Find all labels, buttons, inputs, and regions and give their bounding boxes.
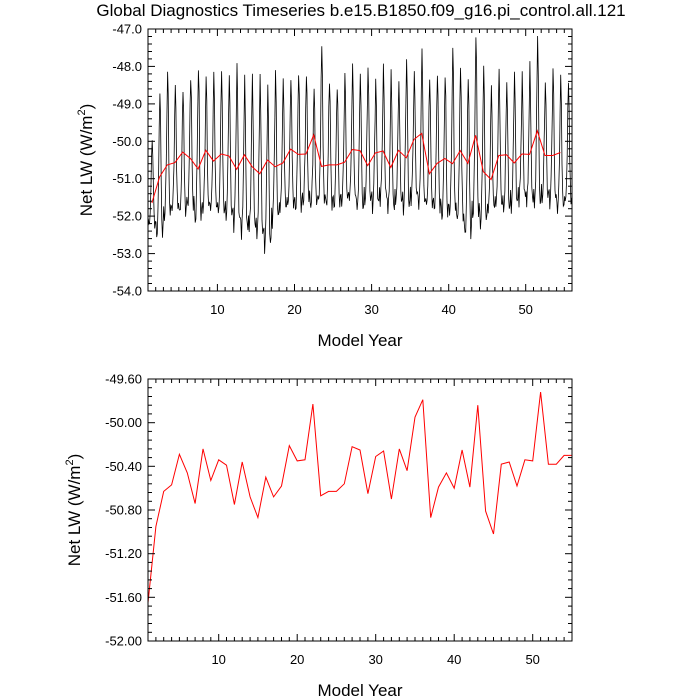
- top-x-tick-label: 30: [364, 302, 378, 317]
- bottom-y-tick-label: -50.00: [105, 415, 142, 430]
- top-y-tick-label: -51.0: [112, 171, 142, 186]
- top-y-tick-label: -53.0: [112, 246, 142, 261]
- bottom-y-tick-label: -51.20: [105, 546, 142, 561]
- bottom-y-axis-label-text: Net LW (W/m: [65, 466, 84, 567]
- top-axis-ticks: 10 20 30 40 50 -54.0 -53.0 -52.0 -51.0 -50.0 -49.0…: [112, 22, 573, 317]
- top-y-axis-label-text: Net LW (W/m: [77, 116, 96, 217]
- bottom-y-axis-label-close: ): [65, 454, 84, 460]
- bottom-y-tick-label: -52.00: [105, 634, 142, 649]
- bottom-plot-area: [147, 392, 572, 603]
- chart-title: Global Diagnostics Timeseries b.e15.B185…: [96, 1, 625, 20]
- bottom-x-tick-label: 40: [447, 652, 461, 667]
- bottom-y-tick-label: -51.60: [105, 590, 142, 605]
- top-y-axis-label-exponent: 2: [76, 109, 88, 115]
- top-panel: Global Diagnostics Timeseries b.e15.B185…: [76, 1, 626, 350]
- top-y-tick-label: -52.0: [112, 209, 142, 224]
- bottom-y-tick-label: -50.80: [105, 503, 142, 518]
- top-y-tick-label: -48.0: [112, 59, 142, 74]
- top-x-tick-label: 10: [210, 302, 224, 317]
- top-y-tick-label: -50.0: [112, 134, 142, 149]
- bottom-x-axis-label: Model Year: [317, 681, 402, 700]
- top-x-tick-label: 40: [441, 302, 455, 317]
- top-y-tick-label: -54.0: [112, 284, 142, 299]
- top-plot-area: [147, 35, 573, 254]
- bottom-y-tick-label: -49.60: [105, 372, 142, 387]
- top-x-tick-label: 20: [287, 302, 301, 317]
- bottom-x-tick-label: 30: [368, 652, 382, 667]
- top-y-axis-label-close: ): [77, 104, 96, 110]
- top-plot-frame: [147, 28, 573, 292]
- top-y-tick-label: -49.0: [112, 96, 142, 111]
- top-x-tick-label: 50: [518, 302, 532, 317]
- top-y-tick-label: -47.0: [112, 22, 142, 37]
- bottom-x-tick-label: 20: [290, 652, 304, 667]
- annual-series-line: [151, 129, 561, 204]
- top-y-axis-label: Net LW (W/m2): [76, 104, 96, 217]
- top-x-axis-label: Model Year: [317, 331, 402, 350]
- annual-series-line: [147, 392, 572, 603]
- bottom-y-axis-label-exponent: 2: [64, 459, 76, 465]
- bottom-x-tick-label: 10: [211, 652, 225, 667]
- bottom-x-tick-label: 50: [525, 652, 539, 667]
- bottom-y-tick-label: -50.40: [105, 459, 142, 474]
- bottom-y-axis-label: Net LW (W/m2): [64, 454, 84, 567]
- bottom-axis-ticks: 10 20 30 40 50 -52.00 -51.60 -51.20 -50.80 -50.40…: [105, 372, 573, 667]
- bottom-panel: 10 20 30 40 50 -52.00 -51.60 -51.20 -50.80 -50.40…: [64, 372, 573, 700]
- monthly-series-line: [147, 35, 573, 254]
